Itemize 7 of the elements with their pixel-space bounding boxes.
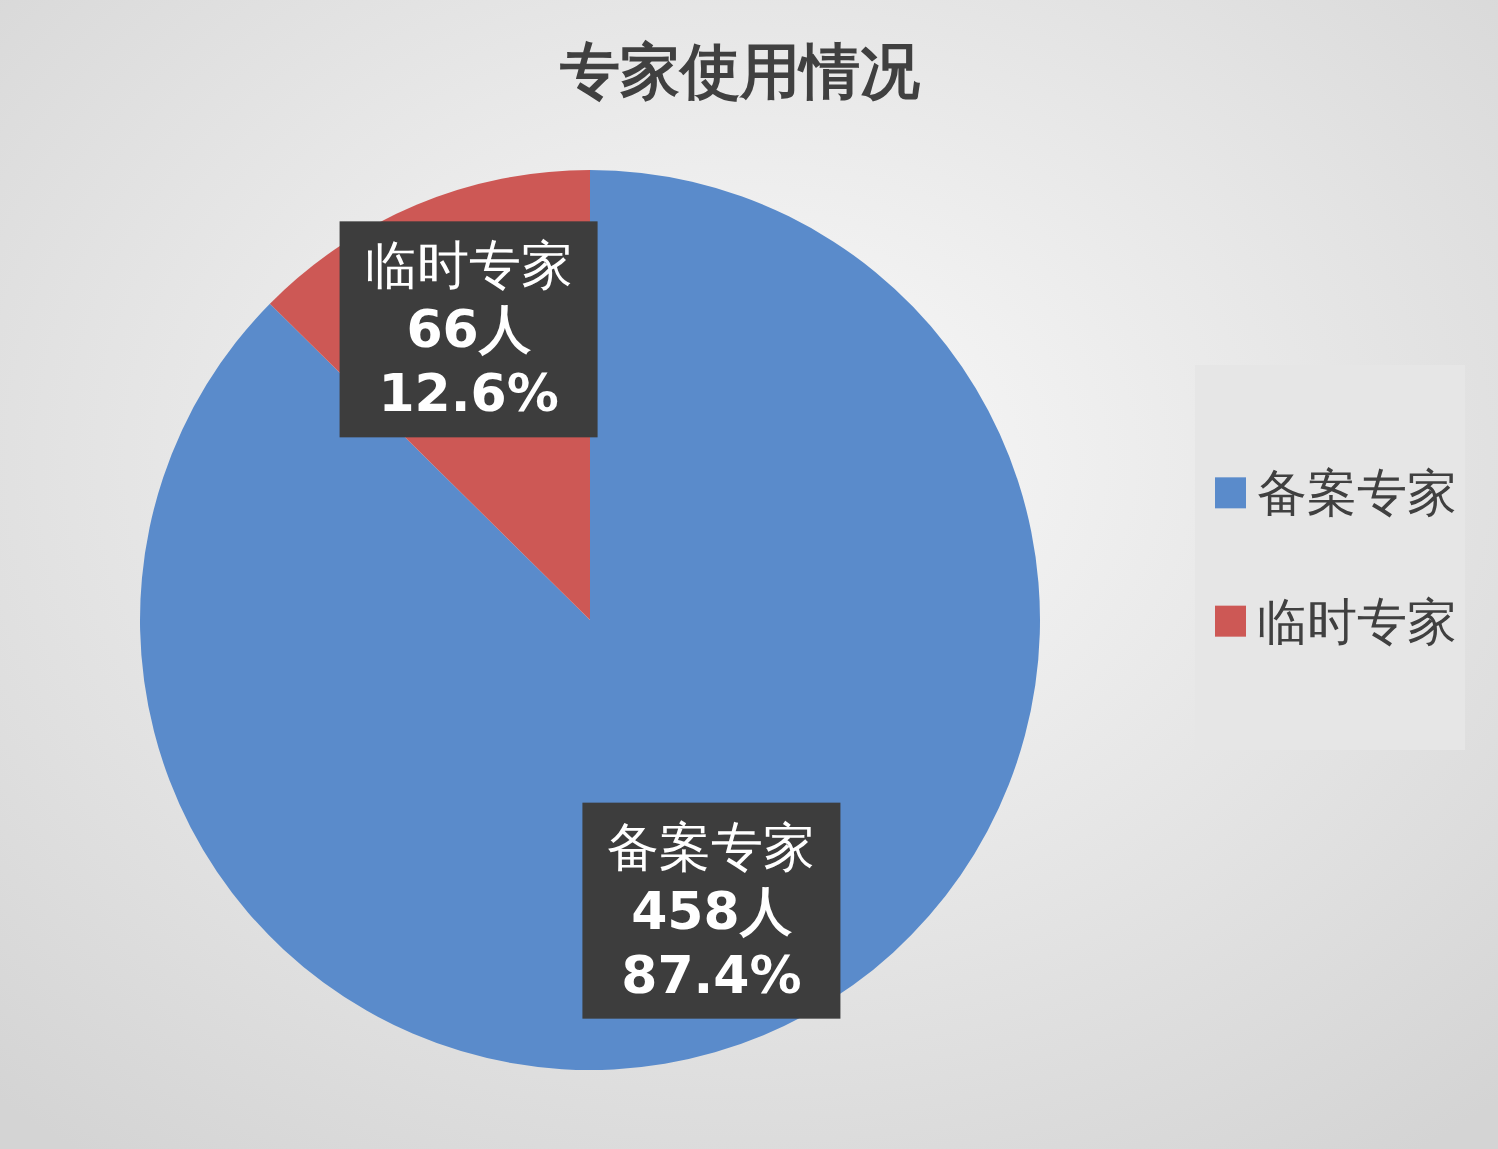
legend-label: 临时专家	[1257, 592, 1457, 651]
data-label: 66人 12.6%	[378, 299, 559, 424]
chart-title: 专家使用情况	[560, 36, 920, 106]
slice-label: 备案专家	[607, 816, 816, 877]
data-label: 458人 87.4%	[621, 880, 802, 1005]
legend-label: 备案专家	[1257, 464, 1457, 523]
slice-label: 临时专家	[364, 235, 573, 296]
